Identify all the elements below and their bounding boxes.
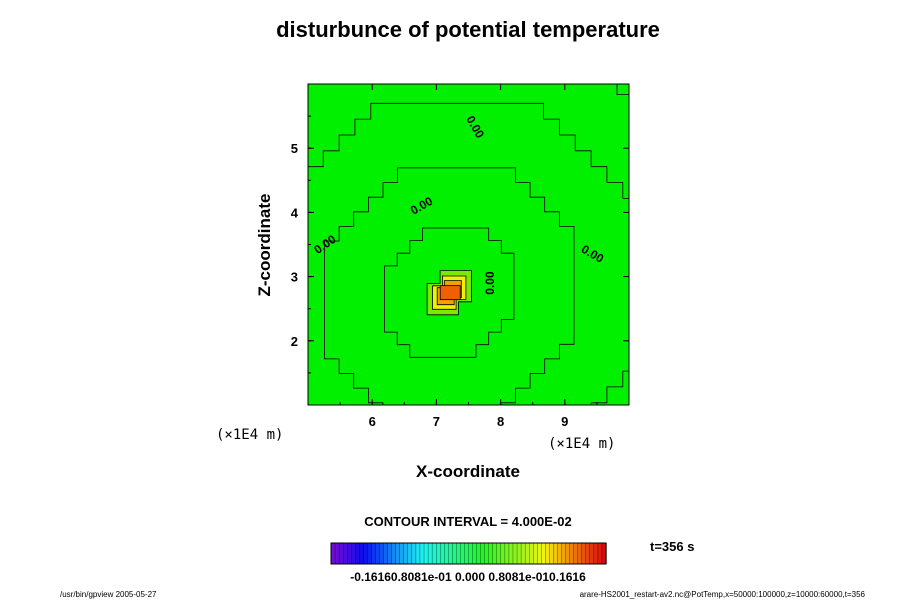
- footer-right: arare-HS2001_restart-av2.nc@PotTemp,x=50…: [580, 590, 866, 599]
- colorbar-cell: [512, 542, 518, 565]
- colorbar-cell: [460, 542, 466, 565]
- colorbar-cell: [403, 542, 409, 565]
- colorbar-cell: [444, 542, 449, 565]
- colorbar-cell: [399, 542, 405, 565]
- colorbar-cell: [585, 542, 591, 565]
- x-axis-label: X-coordinate: [416, 462, 520, 481]
- colorbar-frame: [330, 542, 607, 565]
- colorbar-cell: [387, 542, 393, 565]
- x-tick-label-8: 8: [497, 414, 504, 429]
- colorbar-cell: [334, 542, 340, 565]
- colorbar-cell: [431, 542, 437, 565]
- colorbar-cell: [448, 542, 453, 565]
- plot-background: [308, 84, 629, 405]
- colorbar-cell: [435, 542, 441, 565]
- colorbar-cell: [371, 542, 377, 565]
- y-tick-label-2: 2: [291, 334, 298, 349]
- colorbar-cell: [411, 542, 417, 565]
- colorbar-cell: [492, 542, 498, 565]
- contour-interval: CONTOUR INTERVAL = 4.000E-02: [364, 514, 571, 529]
- colorbar-cell: [545, 542, 551, 565]
- time-label: t=356 s: [650, 539, 694, 554]
- x-axis-unit: (×1E4 m): [548, 436, 615, 452]
- colorbar-cell: [456, 542, 462, 565]
- x-axis-ticks: 6 7 8 9: [339, 84, 598, 429]
- colorbar-cell: [383, 542, 389, 565]
- x-tick-label-6: 6: [369, 414, 376, 429]
- colorbar-cell: [581, 542, 587, 565]
- colorbar-cell: [351, 542, 356, 565]
- colorbar-cell: [504, 542, 510, 565]
- y-tick-label-3: 3: [291, 270, 298, 285]
- colorbar-cell: [537, 542, 542, 565]
- y-axis-ticks: 2 3 4 5: [291, 115, 629, 374]
- colorbar-cell: [569, 542, 575, 565]
- colorbar-cell: [500, 542, 506, 565]
- colorbar-cell: [573, 542, 579, 565]
- colorbar-cell: [464, 542, 470, 565]
- colorbar-cell: [597, 542, 603, 565]
- colorbar-cell: [367, 542, 373, 565]
- colorbar-cell: [355, 542, 360, 565]
- colorbar-cell: [379, 542, 385, 565]
- colorbar-cell: [496, 542, 502, 565]
- colorbar-cell: [342, 542, 348, 565]
- colorbar: [330, 542, 607, 565]
- colorbar-cell: [347, 542, 352, 565]
- colorbar-cell: [338, 542, 344, 565]
- colorbar-cell: [476, 542, 482, 565]
- contour-line-4: [324, 167, 575, 405]
- x-tick-label-9: 9: [561, 414, 568, 429]
- colorbar-cell: [363, 542, 369, 565]
- colorbar-labels: -0.16160.8081e-01 0.000 0.8081e-010.1616: [350, 570, 586, 584]
- colorbar-cell: [359, 542, 365, 565]
- contour-peak: [439, 285, 461, 301]
- colorbar-cell: [395, 542, 401, 565]
- y-axis-label: Z-coordinate: [255, 194, 274, 297]
- colorbar-cell: [452, 542, 458, 565]
- colorbar-cell: [557, 542, 563, 565]
- colorbar-cell: [549, 542, 555, 565]
- colorbar-cell: [419, 542, 425, 565]
- x-tick-label-7: 7: [433, 414, 440, 429]
- y-axis-unit: (×1E4 m): [216, 427, 283, 443]
- colorbar-cell: [516, 542, 522, 565]
- y-tick-label-4: 4: [291, 205, 299, 220]
- contour-lines: [308, 84, 629, 405]
- colorbar-cell: [375, 542, 381, 565]
- colorbar-cell: [541, 542, 546, 565]
- colorbar-cell: [524, 542, 530, 565]
- contour-line-5: [384, 227, 515, 358]
- colorbar-cell: [330, 542, 336, 565]
- y-tick-label-5: 5: [291, 141, 298, 156]
- colorbar-cell: [565, 542, 571, 565]
- contour-label-5: 0.00: [483, 271, 497, 295]
- colorbar-cell: [415, 542, 421, 565]
- colorbar-cell: [589, 542, 595, 565]
- footer-left: /usr/bin/gpview 2005-05-27: [60, 590, 157, 599]
- colorbar-cell: [533, 542, 538, 565]
- colorbar-cell: [488, 542, 494, 565]
- colorbar-cell: [508, 542, 514, 565]
- colorbar-cell: [391, 542, 397, 565]
- colorbar-cell: [553, 542, 559, 565]
- colorbar-cell: [561, 542, 567, 565]
- colorbar-cell: [593, 542, 599, 565]
- colorbar-cell: [480, 542, 486, 565]
- colorbar-cells: [330, 542, 607, 565]
- colorbar-cell: [577, 542, 583, 565]
- colorbar-cell: [407, 542, 413, 565]
- chart-title: disturbunce of potential temperature: [276, 17, 660, 42]
- colorbar-cell: [484, 542, 490, 565]
- contour-line-3: [308, 102, 629, 405]
- colorbar-cell: [440, 542, 445, 565]
- colorbar-cell: [423, 542, 429, 565]
- colorbar-cell: [529, 542, 534, 565]
- colorbar-cell: [468, 542, 474, 565]
- colorbar-cell: [520, 542, 526, 565]
- colorbar-cell: [472, 542, 478, 565]
- colorbar-cell: [427, 542, 433, 565]
